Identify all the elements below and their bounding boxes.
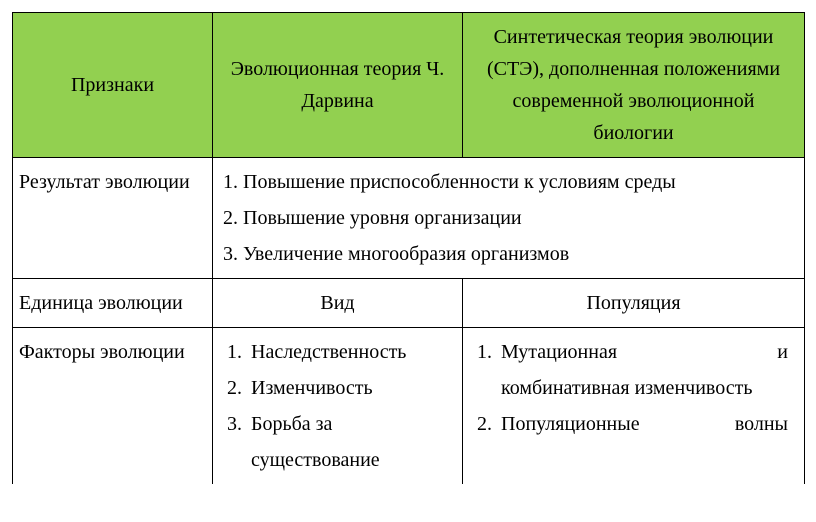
factors-label: Факторы эволюции xyxy=(13,328,213,485)
header-col-traits: Признаки xyxy=(13,13,213,158)
result-merged-content: 1. Повышение приспособленности к условия… xyxy=(213,158,805,279)
header-col-ste: Синтетическая теория эволюции (СТЭ), доп… xyxy=(463,13,805,158)
unit-ste: Популяция xyxy=(463,279,805,328)
row-unit: Единица эволюции Вид Популяция xyxy=(13,279,805,328)
header-col-darwin: Эволюционная теория Ч. Дарвина xyxy=(213,13,463,158)
darwin-factor-3: Борьба за существование xyxy=(247,406,452,478)
result-line-3: 3. Увеличение многообразия организмов xyxy=(223,236,794,272)
row-result: Результат эволюции 1. Повышение приспосо… xyxy=(13,158,805,279)
factors-ste-list: Мутационная и комбинативная изменчивость… xyxy=(469,334,788,442)
ste-factor-1: Мутационная и комбинативная изменчивость xyxy=(497,334,788,406)
unit-darwin: Вид xyxy=(213,279,463,328)
ste-f1-left: Мутационная xyxy=(501,334,617,370)
factors-darwin: Наследственность Изменчивость Борьба за … xyxy=(213,328,463,485)
row-factors: Факторы эволюции Наследственность Изменч… xyxy=(13,328,805,485)
ste-f1-cont: комбинативная изменчивость xyxy=(501,370,788,406)
result-line-2: 2. Повышение уровня организации xyxy=(223,200,794,236)
ste-factor-2: Популяционные волны xyxy=(497,406,788,442)
ste-f2-left: Популяционные xyxy=(501,406,640,442)
ste-f1-right: и xyxy=(777,334,788,370)
result-label: Результат эволюции xyxy=(13,158,213,279)
factors-darwin-list: Наследственность Изменчивость Борьба за … xyxy=(219,334,452,478)
darwin-factor-2: Изменчивость xyxy=(247,370,452,406)
ste-f2-right: волны xyxy=(735,406,788,442)
evolution-comparison-table: Признаки Эволюционная теория Ч. Дарвина … xyxy=(12,12,805,484)
factors-ste: Мутационная и комбинативная изменчивость… xyxy=(463,328,805,485)
result-line-1: 1. Повышение приспособленности к условия… xyxy=(223,164,794,200)
darwin-factor-1: Наследственность xyxy=(247,334,452,370)
unit-label: Единица эволюции xyxy=(13,279,213,328)
table-header-row: Признаки Эволюционная теория Ч. Дарвина … xyxy=(13,13,805,158)
